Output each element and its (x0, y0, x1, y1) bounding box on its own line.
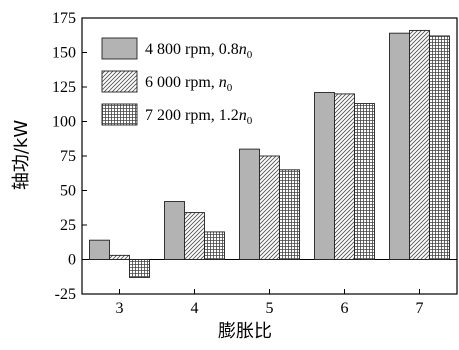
bar-7-series-2 (409, 29, 430, 260)
y-tick-label: 75 (60, 148, 76, 165)
bar-6-series-3 (354, 103, 375, 260)
bar-7-series-1 (389, 32, 410, 260)
legend-label-1: 4 800 rpm, 0.8n0 (145, 41, 253, 61)
bar-6-series-2 (334, 93, 355, 260)
y-tick-label: 50 (60, 183, 76, 200)
y-tick-label: 125 (52, 79, 76, 96)
legend-swatch-3 (101, 103, 138, 126)
legend-label-2: 6 000 rpm, n0 (145, 74, 233, 94)
bar-4-series-3 (204, 231, 225, 260)
legend-label-3: 7 200 rpm, 1.2n0 (145, 107, 253, 127)
bar-4-series-1 (164, 201, 185, 260)
y-tick-label: 100 (52, 114, 76, 131)
x-tick-label: 5 (266, 300, 274, 317)
y-axis-title: 轴功/kW (11, 120, 32, 190)
x-tick-label: 6 (341, 300, 349, 317)
legend-swatch-2 (101, 70, 138, 93)
bar-6-series-1 (314, 92, 335, 260)
bar-7-series-3 (429, 35, 450, 260)
legend-swatch-1 (101, 37, 138, 60)
bar-5-series-3 (279, 169, 300, 260)
bar-3-series-3 (129, 259, 150, 278)
bar-5-series-2 (259, 155, 280, 260)
y-tick-label: -25 (55, 286, 76, 303)
y-tick-label: 0 (68, 252, 76, 269)
legend: 4 800 rpm, 0.8n0 6 000 rpm, n0 7 200 rpm, … (101, 37, 253, 127)
x-axis-title: 膨胀比 (218, 321, 272, 342)
bar-3-series-1 (89, 239, 110, 260)
y-tick-label: 25 (60, 217, 76, 234)
x-tick-label: 7 (416, 300, 424, 317)
bar-3-series-2 (109, 254, 130, 260)
x-tick-label: 3 (116, 300, 124, 317)
axes: -25 0 25 50 75 100 125 150 175 3 4 5 6 7 (52, 10, 458, 317)
x-tick-label: 4 (191, 300, 199, 317)
bar-4-series-2 (184, 212, 205, 260)
y-tick-label: 150 (52, 45, 76, 62)
bar-5-series-1 (239, 148, 260, 260)
y-tick-label: 175 (52, 10, 76, 27)
bars (89, 29, 450, 278)
